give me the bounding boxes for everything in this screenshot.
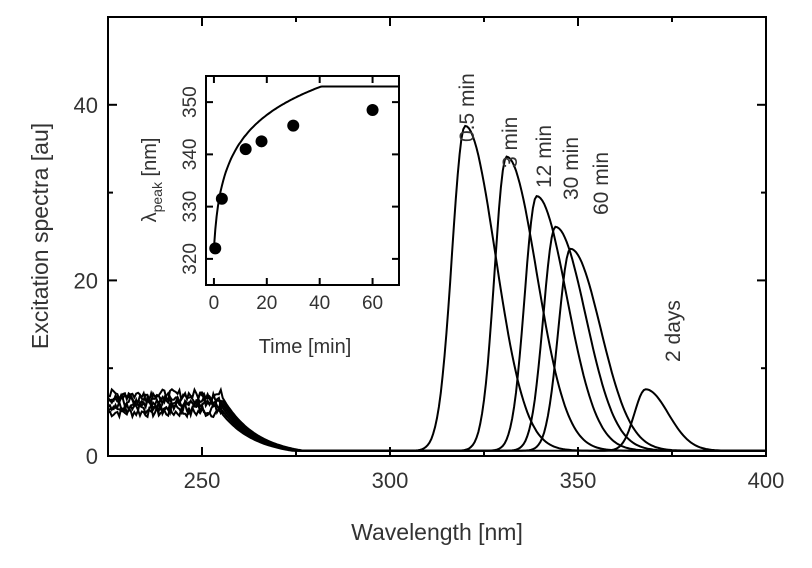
inset-axis-ticks: 0 20 40 60 320 330 340 350 bbox=[180, 76, 399, 314]
main-series-group bbox=[107, 124, 766, 452]
annotation-60-min: 60 min bbox=[590, 152, 613, 215]
x-tick-label: 350 bbox=[560, 468, 597, 493]
annotation-3-min: 3 min bbox=[499, 117, 522, 168]
inset-y-axis-title: λpeak [nm] bbox=[139, 138, 165, 223]
inset-y-subscript: peak bbox=[149, 181, 165, 212]
annotation-30-min: 30 min bbox=[560, 137, 583, 200]
annotation-0-5-min: 0.5 min bbox=[456, 73, 479, 142]
x-tick-label: 250 bbox=[184, 468, 221, 493]
inset-data-point bbox=[255, 135, 268, 148]
inset-y-tick-label: 330 bbox=[180, 191, 201, 223]
inset-y-unit: [nm] bbox=[139, 138, 161, 182]
inset-x-tick-label: 0 bbox=[209, 293, 220, 314]
inset-plot-frame bbox=[205, 75, 400, 286]
inset-fit-line bbox=[212, 85, 399, 249]
y-tick-label: 20 bbox=[74, 268, 98, 293]
inset-data-point bbox=[215, 192, 228, 205]
inset-data-point bbox=[209, 242, 222, 255]
inset-x-tick-label: 60 bbox=[362, 293, 383, 314]
inset-y-tick-label: 340 bbox=[180, 139, 201, 171]
annotation-12-min: 12 min bbox=[533, 125, 556, 188]
inset-data-point bbox=[287, 119, 300, 132]
x-axis-title: Wavelength [nm] bbox=[351, 519, 523, 545]
y-tick-label: 40 bbox=[74, 93, 98, 118]
spectrum-series-line bbox=[107, 386, 766, 452]
inset-x-tick-label: 40 bbox=[309, 293, 330, 314]
inset-data-point bbox=[239, 143, 252, 156]
x-tick-label: 300 bbox=[372, 468, 409, 493]
inset-data-point bbox=[366, 103, 379, 116]
inset-series-group bbox=[209, 85, 399, 255]
y-tick-label: 0 bbox=[86, 444, 98, 469]
inset-y-tick-label: 320 bbox=[180, 243, 201, 275]
inset-y-tick-label: 350 bbox=[180, 86, 201, 118]
annotation-2-days: 2 days bbox=[662, 300, 685, 362]
main-plot-frame bbox=[107, 16, 767, 457]
inset-x-tick-label: 20 bbox=[256, 293, 277, 314]
inset-y-symbol: λ bbox=[139, 212, 161, 222]
y-axis-title: Excitation spectra [au] bbox=[27, 123, 53, 349]
inset-x-axis-title: Time [min] bbox=[259, 336, 352, 358]
x-tick-label: 400 bbox=[748, 468, 785, 493]
